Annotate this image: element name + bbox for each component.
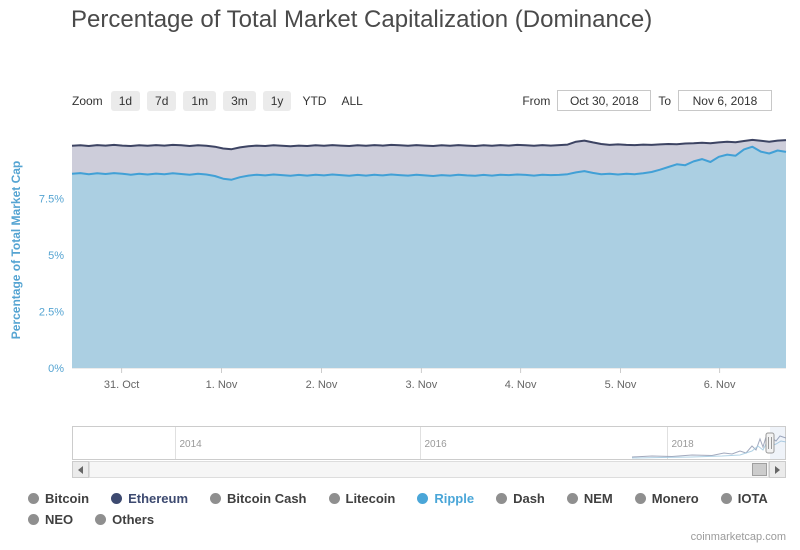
navigator-frame <box>72 426 786 460</box>
zoom-button-1d[interactable]: 1d <box>110 90 141 111</box>
x-tick-label: 6. Nov <box>704 379 736 391</box>
y-tick-label: 7.5% <box>39 194 64 206</box>
legend-item-others[interactable]: Others <box>95 510 154 529</box>
x-tick-label: 31. Oct <box>104 379 139 391</box>
zoom-button-3m[interactable]: 3m <box>223 90 256 111</box>
page-title: Percentage of Total Market Capitalizatio… <box>71 6 653 33</box>
zoom-button-1y[interactable]: 1y <box>262 90 292 111</box>
navigator-year-label: 2016 <box>425 439 448 450</box>
date-range-group: From To <box>522 90 772 111</box>
legend-bullet-icon <box>417 493 429 504</box>
ripple-line <box>71 145 787 181</box>
legend-item-neo[interactable]: NEO <box>28 510 73 529</box>
navigator-year-label: 2014 <box>180 439 203 450</box>
legend: Bitcoin Ethereum Bitcoin Cash Litecoin Rippl… <box>28 489 794 529</box>
legend-item-bitcoin-cash[interactable]: Bitcoin Cash <box>210 489 307 508</box>
legend-item-dash[interactable]: Dash <box>496 489 545 508</box>
scrollbar-right-button[interactable] <box>769 461 786 478</box>
y-tick-label: 2.5% <box>39 307 64 319</box>
legend-item-litecoin[interactable]: Litecoin <box>328 489 396 508</box>
legend-item-iota[interactable]: IOTA <box>720 489 768 508</box>
to-date-input[interactable] <box>678 90 772 111</box>
dominance-area-chart[interactable]: 0% 2.5% 5% 7.5% 31. Oct 1. Nov 2. Nov 3. Nov 4. … <box>0 120 800 398</box>
legend-bullet-icon <box>95 514 107 525</box>
legend-label: Bitcoin Cash <box>227 491 307 506</box>
legend-label: Ripple <box>434 491 475 506</box>
x-tick-label: 4. Nov <box>505 379 537 391</box>
navigator-mini-series-2 <box>631 440 787 459</box>
zoom-button-7d[interactable]: 7d <box>147 90 177 111</box>
chart-scrollbar <box>72 461 786 478</box>
zoom-group: Zoom 1d 7d 1m 3m 1y YTD ALL <box>72 90 367 111</box>
legend-label: Bitcoin <box>45 491 90 506</box>
to-label: To <box>658 93 671 108</box>
left-arrow-icon <box>78 465 83 474</box>
zoom-button-all[interactable]: ALL <box>337 91 366 111</box>
toolbar: Zoom 1d 7d 1m 3m 1y YTD ALL From To <box>72 90 772 111</box>
legend-label: Ethereum <box>128 491 189 506</box>
legend-bullet-icon <box>720 493 732 504</box>
right-arrow-icon <box>775 465 780 474</box>
zoom-buttons: 1d 7d 1m 3m 1y YTD ALL <box>110 90 367 111</box>
zoom-button-1m[interactable]: 1m <box>183 90 217 111</box>
navigator-handle[interactable] <box>765 432 775 454</box>
legend-item-ripple[interactable]: Ripple <box>417 489 474 508</box>
legend-label: NEO <box>45 512 74 527</box>
y-tick-label: 0% <box>48 363 64 375</box>
scrollbar-track[interactable] <box>89 461 769 478</box>
scrollbar-thumb[interactable] <box>752 463 767 476</box>
zoom-button-ytd[interactable]: YTD <box>298 91 330 111</box>
legend-label: Dash <box>513 491 545 506</box>
x-tick-label: 5. Nov <box>605 379 637 391</box>
legend-bullet-icon <box>634 493 646 504</box>
legend-label: Litecoin <box>345 491 396 506</box>
y-tick-label: 5% <box>48 250 64 262</box>
legend-label: Others <box>112 512 155 527</box>
x-tick-label: 3. Nov <box>406 379 438 391</box>
legend-item-bitcoin[interactable]: Bitcoin <box>28 489 89 508</box>
legend-label: IOTA <box>737 491 768 506</box>
legend-item-ethereum[interactable]: Ethereum <box>111 489 188 508</box>
from-date-input[interactable] <box>557 90 652 111</box>
watermark: coinmarketcap.com <box>690 531 786 543</box>
legend-label: Monero <box>651 491 699 506</box>
ethereum-line <box>71 138 787 151</box>
legend-bullet-icon <box>566 493 578 504</box>
legend-item-monero[interactable]: Monero <box>634 489 699 508</box>
from-label: From <box>522 93 551 108</box>
chart-svg[interactable]: 0% 2.5% 5% 7.5% 31. Oct 1. Nov 2. Nov 3. Nov 4. … <box>0 120 800 398</box>
y-axis-title: Percentage of Total Market Cap <box>9 161 23 340</box>
zoom-label: Zoom <box>72 93 103 108</box>
legend-item-nem[interactable]: NEM <box>566 489 613 508</box>
legend-bullet-icon <box>210 493 222 504</box>
legend-bullet-icon <box>328 493 340 504</box>
legend-bullet-icon <box>28 493 39 504</box>
ripple-area <box>72 146 786 368</box>
legend-bullet-icon <box>111 493 123 504</box>
legend-label: NEM <box>583 491 613 506</box>
x-tick-label: 2. Nov <box>306 379 338 391</box>
navigator-year-label: 2018 <box>672 439 695 450</box>
x-tick-label: 1. Nov <box>206 379 238 391</box>
legend-bullet-icon <box>28 514 39 525</box>
scrollbar-left-button[interactable] <box>72 461 89 478</box>
legend-bullet-icon <box>496 493 508 504</box>
navigator[interactable]: 2014 2016 2018 <box>72 426 787 460</box>
